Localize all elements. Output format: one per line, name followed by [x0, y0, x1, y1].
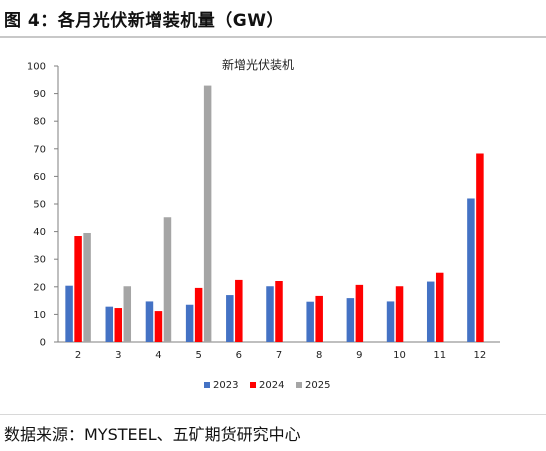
- bar-2024-5: [194, 287, 203, 342]
- legend-label-2023: 2023: [213, 380, 238, 391]
- y-tick-label: 60: [33, 172, 46, 183]
- title-divider: [0, 36, 546, 38]
- bar-2024-4: [154, 311, 163, 342]
- legend-swatch-2024: [250, 382, 256, 388]
- y-tick-label: 0: [40, 338, 46, 349]
- bar-2024-11: [435, 272, 444, 342]
- figure-title: 图 4：各月光伏新增装机量（GW）: [4, 11, 284, 31]
- y-tick-label: 20: [33, 282, 46, 293]
- bar-2024-3: [114, 308, 123, 342]
- x-tick-label: 2: [75, 350, 81, 361]
- legend-swatch-2023: [204, 382, 210, 388]
- legend-label-2024: 2024: [259, 380, 284, 391]
- bar-2024-7: [275, 281, 283, 342]
- bar-2024-9: [355, 284, 364, 342]
- chart-title: 新增光伏装机: [222, 57, 294, 72]
- y-tick-label: 80: [33, 117, 46, 128]
- y-tick-label: 30: [33, 255, 46, 266]
- source-divider: [0, 414, 546, 415]
- x-axis: 2 3 4 5 6 7 8 9 10 11 12: [58, 341, 500, 361]
- y-axis: 0 10 20 30 40 50 60 70 80 90 100: [27, 62, 59, 349]
- y-tick-label: 10: [33, 310, 46, 321]
- y-tick-label: 70: [33, 144, 46, 155]
- x-tick-label: 12: [474, 350, 487, 361]
- bar-series: [65, 85, 484, 342]
- bar-2025-3: [123, 286, 132, 342]
- bar-2024-8: [315, 295, 323, 342]
- bar-2024-12: [476, 153, 484, 342]
- y-tick-label: 50: [33, 200, 46, 211]
- x-tick-label: 6: [236, 350, 242, 361]
- bar-2023-11: [426, 281, 435, 342]
- legend: 2023 2024 2025: [204, 380, 330, 391]
- bar-2023-8: [306, 301, 314, 342]
- y-tick-label: 90: [33, 89, 46, 100]
- bar-2023-9: [346, 298, 355, 342]
- legend-swatch-2025: [296, 382, 302, 388]
- bar-2023-2: [65, 285, 73, 342]
- bar-2024-10: [395, 286, 404, 342]
- bar-2023-3: [105, 306, 114, 342]
- y-tick-label: 100: [27, 62, 46, 73]
- x-tick-label: 4: [155, 350, 161, 361]
- x-tick-label: 11: [433, 350, 446, 361]
- x-tick-label: 10: [393, 350, 406, 361]
- x-tick-label: 3: [115, 350, 121, 361]
- bar-2023-6: [226, 295, 234, 342]
- bar-2023-12: [467, 198, 475, 342]
- bar-2023-10: [386, 301, 395, 342]
- bar-2024-6: [235, 279, 243, 342]
- bar-2023-4: [145, 301, 154, 342]
- bar-2025-4: [163, 217, 172, 342]
- bar-2023-7: [266, 286, 274, 342]
- legend-label-2025: 2025: [305, 380, 330, 391]
- x-tick-label: 9: [356, 350, 362, 361]
- x-tick-label: 5: [195, 350, 201, 361]
- bar-2023-5: [185, 304, 194, 342]
- bar-2025-5: [203, 85, 212, 342]
- x-tick-label: 7: [276, 350, 282, 361]
- source-note: 数据来源：MYSTEEL、五矿期货研究中心: [4, 425, 301, 444]
- bar-2025-2: [83, 232, 91, 342]
- x-tick-label: 8: [316, 350, 322, 361]
- bar-2024-2: [74, 236, 82, 342]
- y-tick-label: 40: [33, 227, 46, 238]
